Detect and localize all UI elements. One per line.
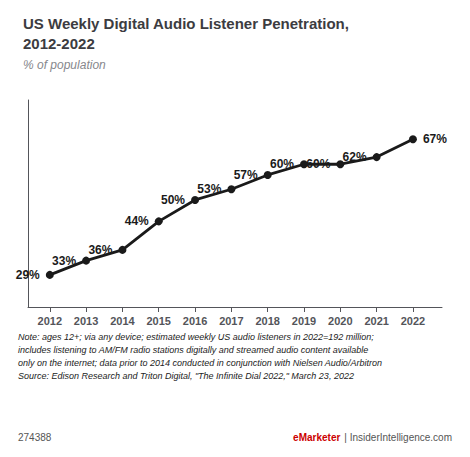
svg-text:eMarketer: eMarketer — [293, 432, 340, 443]
svg-text:274388: 274388 — [18, 432, 52, 443]
svg-text:29%: 29% — [16, 268, 40, 282]
svg-text:2012-2022: 2012-2022 — [23, 35, 95, 52]
svg-text:53%: 53% — [197, 182, 221, 196]
svg-text:57%: 57% — [234, 168, 258, 182]
svg-text:2017: 2017 — [219, 315, 243, 327]
svg-text:| InsiderIntelligence.com: | InsiderIntelligence.com — [344, 432, 452, 443]
svg-text:% of population: % of population — [23, 58, 106, 72]
svg-text:only on the internet; data pri: only on the internet; data prior to 2014… — [18, 358, 382, 368]
svg-text:2012: 2012 — [38, 315, 62, 327]
svg-text:2020: 2020 — [328, 315, 352, 327]
svg-text:33%: 33% — [52, 254, 76, 268]
svg-text:Note: ages 12+; via any device: Note: ages 12+; via any device; estimate… — [18, 332, 374, 342]
svg-text:62%: 62% — [343, 150, 367, 164]
svg-text:67%: 67% — [423, 132, 447, 146]
svg-text:60%: 60% — [306, 157, 330, 171]
svg-text:includes listening to AM/FM ra: includes listening to AM/FM radio statio… — [18, 345, 368, 355]
svg-text:Source: Edison Research and Tr: Source: Edison Research and Triton Digit… — [18, 371, 354, 381]
svg-text:60%: 60% — [270, 157, 294, 171]
svg-text:2015: 2015 — [146, 315, 170, 327]
svg-text:US Weekly Digital Audio Listen: US Weekly Digital Audio Listener Penetra… — [23, 15, 349, 32]
svg-text:44%: 44% — [125, 214, 149, 228]
svg-text:2013: 2013 — [74, 315, 98, 327]
svg-text:2022: 2022 — [401, 315, 425, 327]
svg-text:2014: 2014 — [110, 315, 135, 327]
svg-text:2016: 2016 — [183, 315, 207, 327]
svg-text:36%: 36% — [88, 243, 112, 257]
svg-text:2021: 2021 — [364, 315, 388, 327]
svg-text:50%: 50% — [161, 193, 185, 207]
svg-text:2018: 2018 — [255, 315, 279, 327]
svg-text:2019: 2019 — [292, 315, 316, 327]
